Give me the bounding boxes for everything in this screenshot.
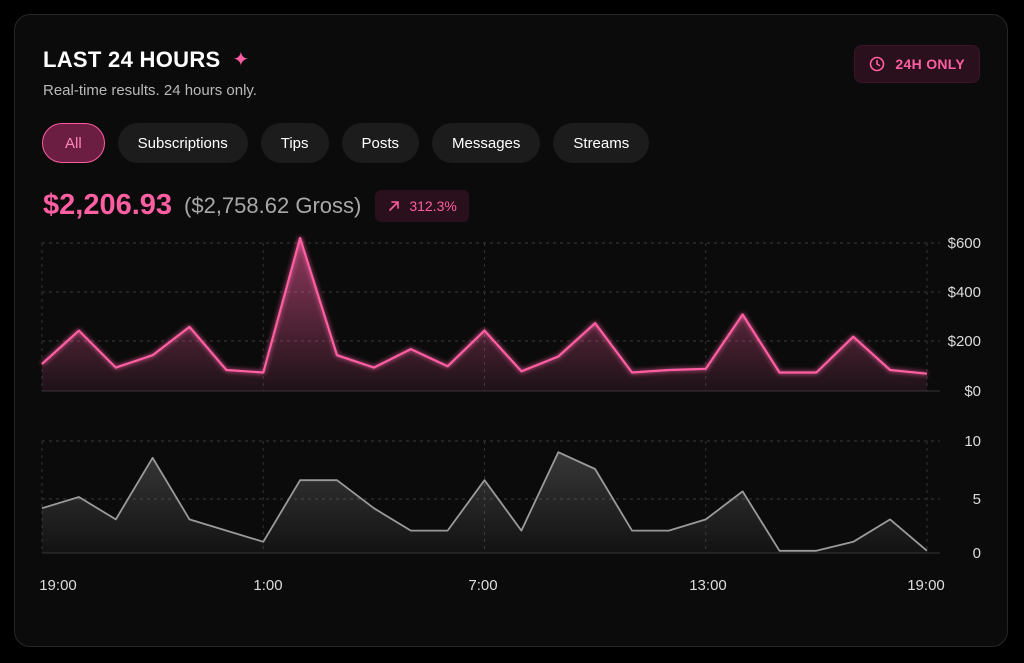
x-tick-label: 7:00 [468,577,497,594]
chart2-y-tick-label: 5 [973,491,981,508]
filter-tabs: All Subscriptions Tips Posts Messages St… [42,123,650,163]
tab-tips[interactable]: Tips [260,123,329,163]
tab-streams[interactable]: Streams [553,123,650,163]
tab-subscriptions[interactable]: Subscriptions [117,123,248,163]
x-tick-label: 13:00 [689,577,727,594]
x-tick-label: 19:00 [907,577,945,594]
chart1-y-tick-label: $0 [964,383,981,400]
totals-row: $2,206.93 ($2,758.62 Gross) 312.3% [43,189,469,222]
trend-up-arrow-icon [389,200,400,211]
chart1-y-tick-label: $200 [948,333,981,350]
x-tick-label: 19:00 [39,577,77,594]
clock-icon [870,56,885,72]
tab-posts[interactable]: Posts [341,123,420,163]
label-layer: $600 $400 $200 $0 10 5 0 19:00 1:00 7:00 13:00 19:0… [39,235,981,594]
chart1-y-tick-label: $400 [948,284,981,301]
chart2-y-tick-label: 10 [964,433,981,450]
page-title: LAST 24 HOURS [43,47,221,72]
tab-all[interactable]: All [42,123,105,163]
tab-messages[interactable]: Messages [432,123,541,163]
title-row: LAST 24 HOURS ✦ [43,47,249,73]
badge-label: 24H ONLY [895,56,965,72]
series-layer [41,237,928,553]
change-badge: 312.3% [375,189,469,222]
change-percent: 312.3% [409,197,457,214]
chart2-y-tick-label: 0 [973,545,981,562]
24h-only-badge: 24H ONLY [854,45,980,83]
chart2-series-line [41,451,928,552]
chart1-series-line [41,237,928,375]
net-total: $2,206.93 [43,189,173,221]
gross-total: ($2,758.62 Gross) [184,192,362,218]
chart1-area [42,238,927,391]
page-subtitle: Real-time results. 24 hours only. [43,82,257,99]
sparkle-icon: ✦ [232,49,250,71]
chart1-y-tick-label: $600 [948,235,981,252]
chart2-area [42,452,927,553]
x-tick-label: 1:00 [253,577,282,594]
